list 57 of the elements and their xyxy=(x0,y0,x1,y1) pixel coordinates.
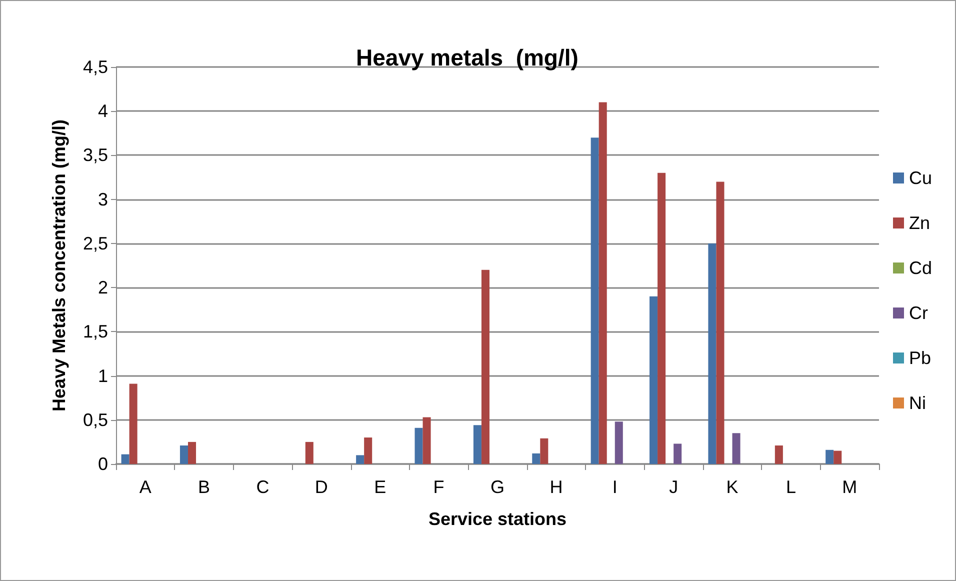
bar xyxy=(716,182,724,464)
bar xyxy=(180,445,188,464)
bar xyxy=(540,438,548,464)
y-tick-label: 0,5 xyxy=(82,410,108,430)
x-tick-label: J xyxy=(669,477,678,497)
x-tick-label: H xyxy=(550,477,563,497)
bar xyxy=(598,102,607,464)
bar xyxy=(364,438,372,464)
bar xyxy=(121,454,130,464)
bar xyxy=(774,445,783,464)
y-tick-label: 2 xyxy=(98,278,108,298)
y-tick-label: 2,5 xyxy=(82,233,108,254)
y-tick-label: 1 xyxy=(98,366,108,386)
bar xyxy=(305,442,314,464)
legend-label: Ni xyxy=(908,393,926,413)
bar xyxy=(414,428,423,464)
bar xyxy=(708,243,716,464)
legend-label: Cr xyxy=(908,303,928,323)
y-tick-label: 1,5 xyxy=(82,322,108,342)
x-tick-label: C xyxy=(256,477,270,497)
y-tick-label: 3 xyxy=(98,189,108,210)
x-tick-label: F xyxy=(433,477,444,497)
bar xyxy=(650,296,658,464)
chart-title: Heavy metals (mg/l) xyxy=(356,44,578,70)
bar xyxy=(532,453,540,464)
x-tick-label: G xyxy=(490,477,505,497)
bar xyxy=(473,425,482,464)
bar xyxy=(614,422,623,464)
x-axis-title: Service stations xyxy=(428,509,567,529)
y-tick-label: 4 xyxy=(98,101,108,122)
bar xyxy=(674,444,682,464)
y-tick-label: 3,5 xyxy=(82,145,108,166)
bar xyxy=(422,417,431,464)
legend-label: Cd xyxy=(908,258,932,278)
bar xyxy=(356,455,364,464)
y-tick-label: 0 xyxy=(98,454,108,474)
y-tick-label: 4,5 xyxy=(82,57,108,77)
x-tick-label: E xyxy=(374,477,386,497)
x-tick-label: L xyxy=(786,477,796,497)
bar xyxy=(732,433,740,464)
x-tick-label: A xyxy=(139,477,152,497)
x-tick-label: I xyxy=(612,477,618,497)
x-tick-label: D xyxy=(314,477,328,497)
bar xyxy=(188,442,196,464)
y-axis-title: Heavy Metals concentration (mg/l) xyxy=(49,119,69,412)
x-tick-label: M xyxy=(842,477,858,497)
bar xyxy=(834,450,842,464)
legend-label: Zn xyxy=(908,213,930,233)
bar xyxy=(129,384,138,464)
bar xyxy=(826,450,834,464)
bar xyxy=(590,138,599,464)
bar xyxy=(658,172,666,464)
x-tick-label: K xyxy=(726,477,738,497)
x-tick-label: B xyxy=(198,477,210,497)
legend-label: Pb xyxy=(908,348,932,368)
bar xyxy=(481,270,490,464)
legend-label: Cu xyxy=(908,168,932,188)
